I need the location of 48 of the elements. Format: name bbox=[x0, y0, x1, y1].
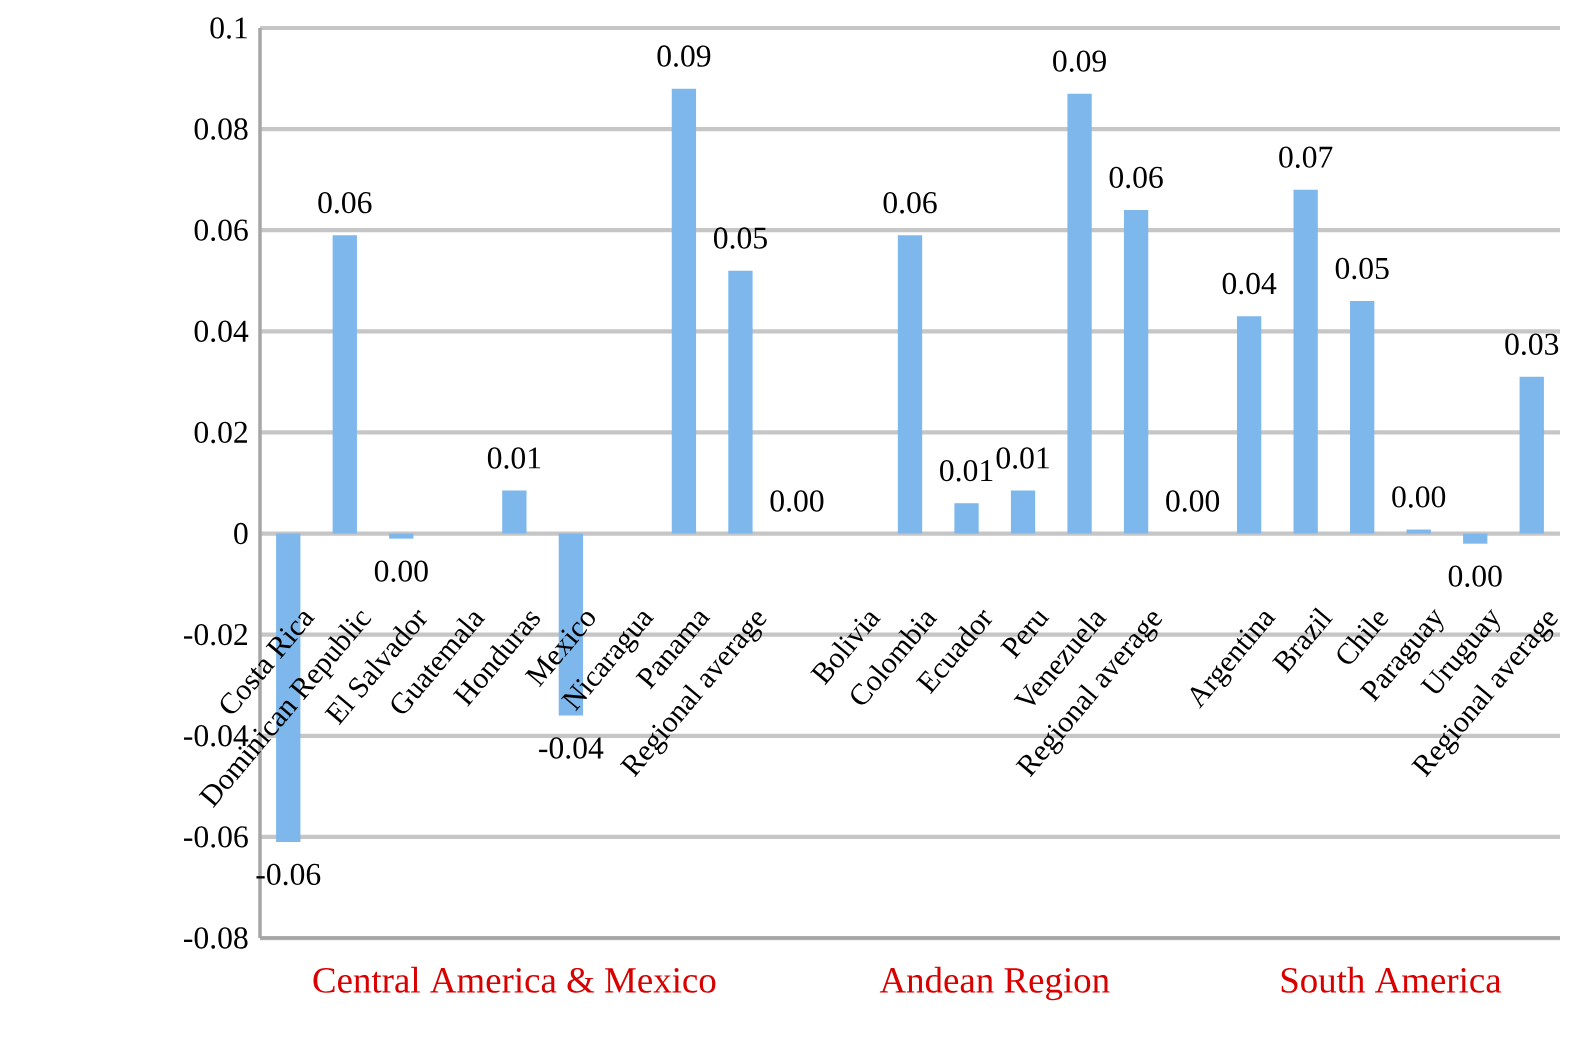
bar bbox=[389, 533, 414, 539]
bar bbox=[502, 490, 527, 534]
data-label: 0.00 bbox=[1392, 486, 1446, 508]
bar bbox=[1519, 376, 1544, 534]
y-tick-label: 0.1 bbox=[210, 17, 247, 39]
y-tick-label: 0.02 bbox=[194, 421, 247, 444]
y-tick-label: -0.08 bbox=[184, 927, 248, 949]
y-tick-label: 0.08 bbox=[194, 118, 248, 140]
data-label: 0.07 bbox=[1279, 146, 1333, 168]
text: Andean Region bbox=[879, 966, 1110, 1001]
data-label: 0.04 bbox=[1222, 272, 1277, 295]
bar bbox=[1406, 529, 1431, 534]
data-label: -0.06 bbox=[256, 863, 321, 886]
bar bbox=[1463, 533, 1488, 544]
data-label: 0.01 bbox=[487, 447, 541, 469]
data-label: 0.01 bbox=[996, 447, 1049, 469]
data-label: 0.06 bbox=[883, 191, 937, 214]
data-label: 0.00 bbox=[770, 490, 824, 512]
data-label: 0.03 bbox=[1505, 333, 1559, 356]
bar bbox=[1293, 189, 1318, 534]
data-label: 0.06 bbox=[318, 191, 372, 214]
y-tick-label: -0.06 bbox=[184, 826, 248, 848]
bar bbox=[1123, 210, 1149, 534]
bar bbox=[897, 235, 923, 534]
data-label: 0.00 bbox=[374, 560, 428, 582]
data-label: 0.09 bbox=[1053, 50, 1106, 72]
text: Central America & Mexico bbox=[313, 966, 716, 993]
y-tick-label: 0 bbox=[234, 522, 248, 545]
bar bbox=[1067, 93, 1092, 534]
data-label: 0.00 bbox=[1166, 490, 1220, 512]
text: South America bbox=[1281, 966, 1502, 993]
bar bbox=[332, 235, 357, 534]
bar bbox=[728, 270, 753, 534]
y-tick-label: 0.04 bbox=[194, 320, 249, 343]
data-label: 0.01 bbox=[940, 459, 993, 482]
y-tick-label: -0.02 bbox=[184, 623, 247, 646]
bar bbox=[1350, 301, 1375, 534]
data-label: 0.09 bbox=[657, 45, 711, 67]
data-label: 0.05 bbox=[1335, 257, 1389, 280]
bar bbox=[1010, 490, 1036, 534]
data-label: -0.04 bbox=[539, 737, 604, 759]
data-label: 0.05 bbox=[713, 227, 767, 249]
data-label: 0.06 bbox=[1109, 166, 1163, 189]
y-tick-label: 0.06 bbox=[194, 219, 248, 241]
bar bbox=[954, 503, 979, 534]
bar bbox=[1236, 316, 1262, 534]
bar bbox=[671, 88, 697, 534]
data-label: 0.00 bbox=[1448, 565, 1502, 587]
